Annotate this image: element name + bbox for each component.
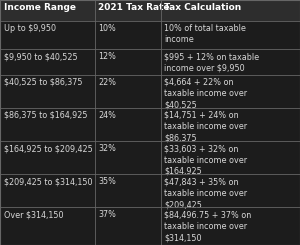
Text: \$84,496.75 + 37% on
taxable income over
\$314,150: \$84,496.75 + 37% on taxable income over… (164, 210, 252, 242)
Text: \$40,525 to \$86,375: \$40,525 to \$86,375 (4, 78, 83, 87)
Text: \$47,843 + 35% on
taxable income over
\$209,425: \$47,843 + 35% on taxable income over \$… (164, 177, 248, 209)
Text: 10%: 10% (98, 24, 116, 33)
Bar (94, 174, 160, 207)
Bar (94, 0, 160, 21)
Bar (94, 75, 160, 108)
Text: 32%: 32% (98, 144, 116, 153)
Text: \$14,751 + 24% on
taxable income over
\$86,375: \$14,751 + 24% on taxable income over \$… (164, 111, 248, 143)
Bar (0, 108, 94, 141)
Bar (0, 0, 94, 21)
Bar (160, 207, 300, 245)
Bar (0, 49, 94, 75)
Bar (94, 141, 160, 174)
Bar (160, 21, 300, 49)
Text: 12%: 12% (98, 52, 116, 61)
Text: \$4,664 + 22% on
taxable income over
\$40,525: \$4,664 + 22% on taxable income over \$4… (164, 78, 248, 110)
Bar (160, 108, 300, 141)
Text: Up to \$9,950: Up to \$9,950 (4, 24, 56, 33)
Text: Tax Calculation: Tax Calculation (164, 3, 242, 12)
Bar (94, 207, 160, 245)
Text: 10% of total taxable
income: 10% of total taxable income (164, 24, 246, 44)
Bar (94, 21, 160, 49)
Bar (0, 21, 94, 49)
Bar (94, 49, 160, 75)
Text: \$86,375 to \$164,925: \$86,375 to \$164,925 (4, 111, 87, 120)
Text: \$9,950 to \$40,525: \$9,950 to \$40,525 (4, 52, 77, 61)
Text: 37%: 37% (98, 210, 116, 219)
Text: 24%: 24% (98, 111, 116, 120)
Bar (0, 75, 94, 108)
Bar (160, 75, 300, 108)
Text: Income Range: Income Range (4, 3, 76, 12)
Bar (160, 174, 300, 207)
Bar (0, 207, 94, 245)
Bar (160, 49, 300, 75)
Bar (0, 174, 94, 207)
Text: 35%: 35% (98, 177, 116, 186)
Text: 2021 Tax Rate: 2021 Tax Rate (98, 3, 170, 12)
Text: \$164,925 to \$209,425: \$164,925 to \$209,425 (4, 144, 93, 153)
Text: 22%: 22% (98, 78, 116, 87)
Bar (0, 141, 94, 174)
Text: \$33,603 + 32% on
taxable income over
\$164,925: \$33,603 + 32% on taxable income over \$… (164, 144, 248, 176)
Bar (94, 108, 160, 141)
Bar (160, 0, 300, 21)
Text: Over \$314,150: Over \$314,150 (4, 210, 63, 219)
Text: \$209,425 to \$314,150: \$209,425 to \$314,150 (4, 177, 92, 186)
Bar (160, 141, 300, 174)
Text: \$995 + 12% on taxable
income over \$9,950: \$995 + 12% on taxable income over \$9,9… (164, 52, 260, 73)
